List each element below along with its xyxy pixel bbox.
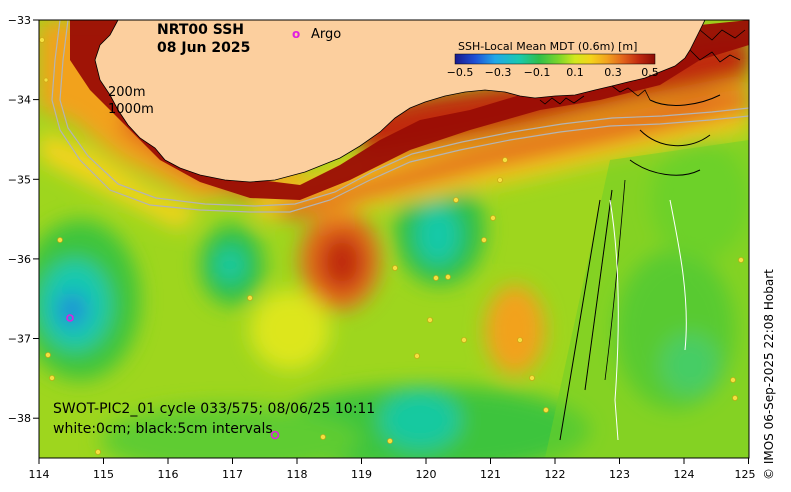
colorbar-label: SSH-Local Mean MDT (0.6m) [m] [458, 40, 637, 53]
colorbar-tick: −0.3 [485, 66, 512, 79]
x-tick-label: 121 [480, 468, 501, 481]
y-tick-label: −36 [8, 253, 31, 266]
colorbar-tick: −0.5 [447, 66, 474, 79]
colorbar-tick: −0.1 [524, 66, 551, 79]
x-tick-label: 122 [545, 468, 566, 481]
argo-legend-label: Argo [311, 27, 341, 42]
colorbar-tick: 0.5 [641, 66, 659, 79]
x-tick-label: 124 [674, 468, 695, 481]
coastline-detail [539, 29, 746, 105]
y-axis [33, 19, 39, 419]
swot-swath [545, 94, 749, 458]
x-tick-label: 125 [735, 468, 756, 481]
colorbar-tick: 0.3 [604, 66, 622, 79]
x-tick-label: 115 [93, 468, 114, 481]
x-tick-label: 116 [158, 468, 179, 481]
y-tick-label: −34 [8, 94, 31, 107]
colorbar-tick: 0.1 [566, 66, 584, 79]
colorbar-ticks: −0.5 −0.3 −0.1 0.1 0.3 0.5 [447, 66, 659, 79]
contour-legend: white:0cm; black:5cm intervals [53, 421, 273, 437]
obs-points [39, 37, 744, 455]
x-tick-label: 123 [609, 468, 630, 481]
x-axis [38, 458, 749, 464]
product-title: NRT00 SSH [157, 22, 244, 38]
x-tick-label: 117 [222, 468, 243, 481]
x-tick-label: 119 [351, 468, 372, 481]
y-tick-labels: −33 −34 −35 −36 −37 −38 [8, 14, 31, 425]
y-tick-label: −35 [8, 173, 31, 186]
imos-credit: © IMOS 06-Sep-2025 22:08 Hobart [762, 269, 776, 480]
argo-legend-symbol: o [292, 27, 300, 41]
colorbar [454, 53, 656, 65]
argo-floats [66, 314, 280, 440]
plot-frame [38, 19, 750, 459]
x-tick-labels: 114 115 116 117 118 119 120 121 122 123 … [29, 468, 756, 481]
map-date: 08 Jun 2025 [157, 40, 250, 56]
isobath-label-200m: 200m [108, 85, 145, 100]
x-tick-label: 118 [287, 468, 308, 481]
swot-info: SWOT-PIC2_01 cycle 033/575; 08/06/25 10:… [53, 401, 375, 417]
y-tick-label: −37 [8, 333, 31, 346]
y-tick-label: −33 [8, 14, 31, 27]
x-tick-label: 114 [29, 468, 50, 481]
isobaths [51, 20, 749, 213]
isobath-label-1000m: 1000m [108, 102, 154, 117]
x-tick-label: 120 [416, 468, 437, 481]
y-tick-label: −38 [8, 412, 31, 425]
